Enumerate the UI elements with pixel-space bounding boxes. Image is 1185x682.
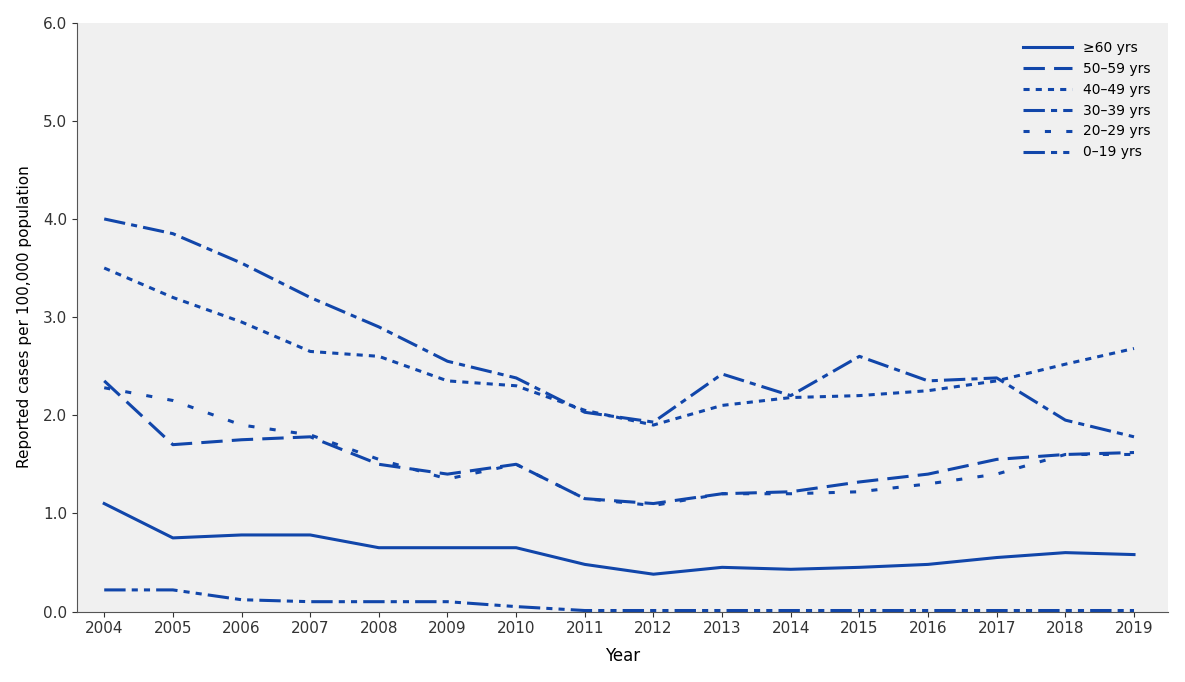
X-axis label: Year: Year	[606, 647, 640, 666]
Legend: ≥60 yrs, 50–59 yrs, 40–49 yrs, 30–39 yrs, 20–29 yrs, 0–19 yrs: ≥60 yrs, 50–59 yrs, 40–49 yrs, 30–39 yrs…	[1012, 29, 1161, 170]
Y-axis label: Reported cases per 100,000 population: Reported cases per 100,000 population	[17, 166, 32, 469]
